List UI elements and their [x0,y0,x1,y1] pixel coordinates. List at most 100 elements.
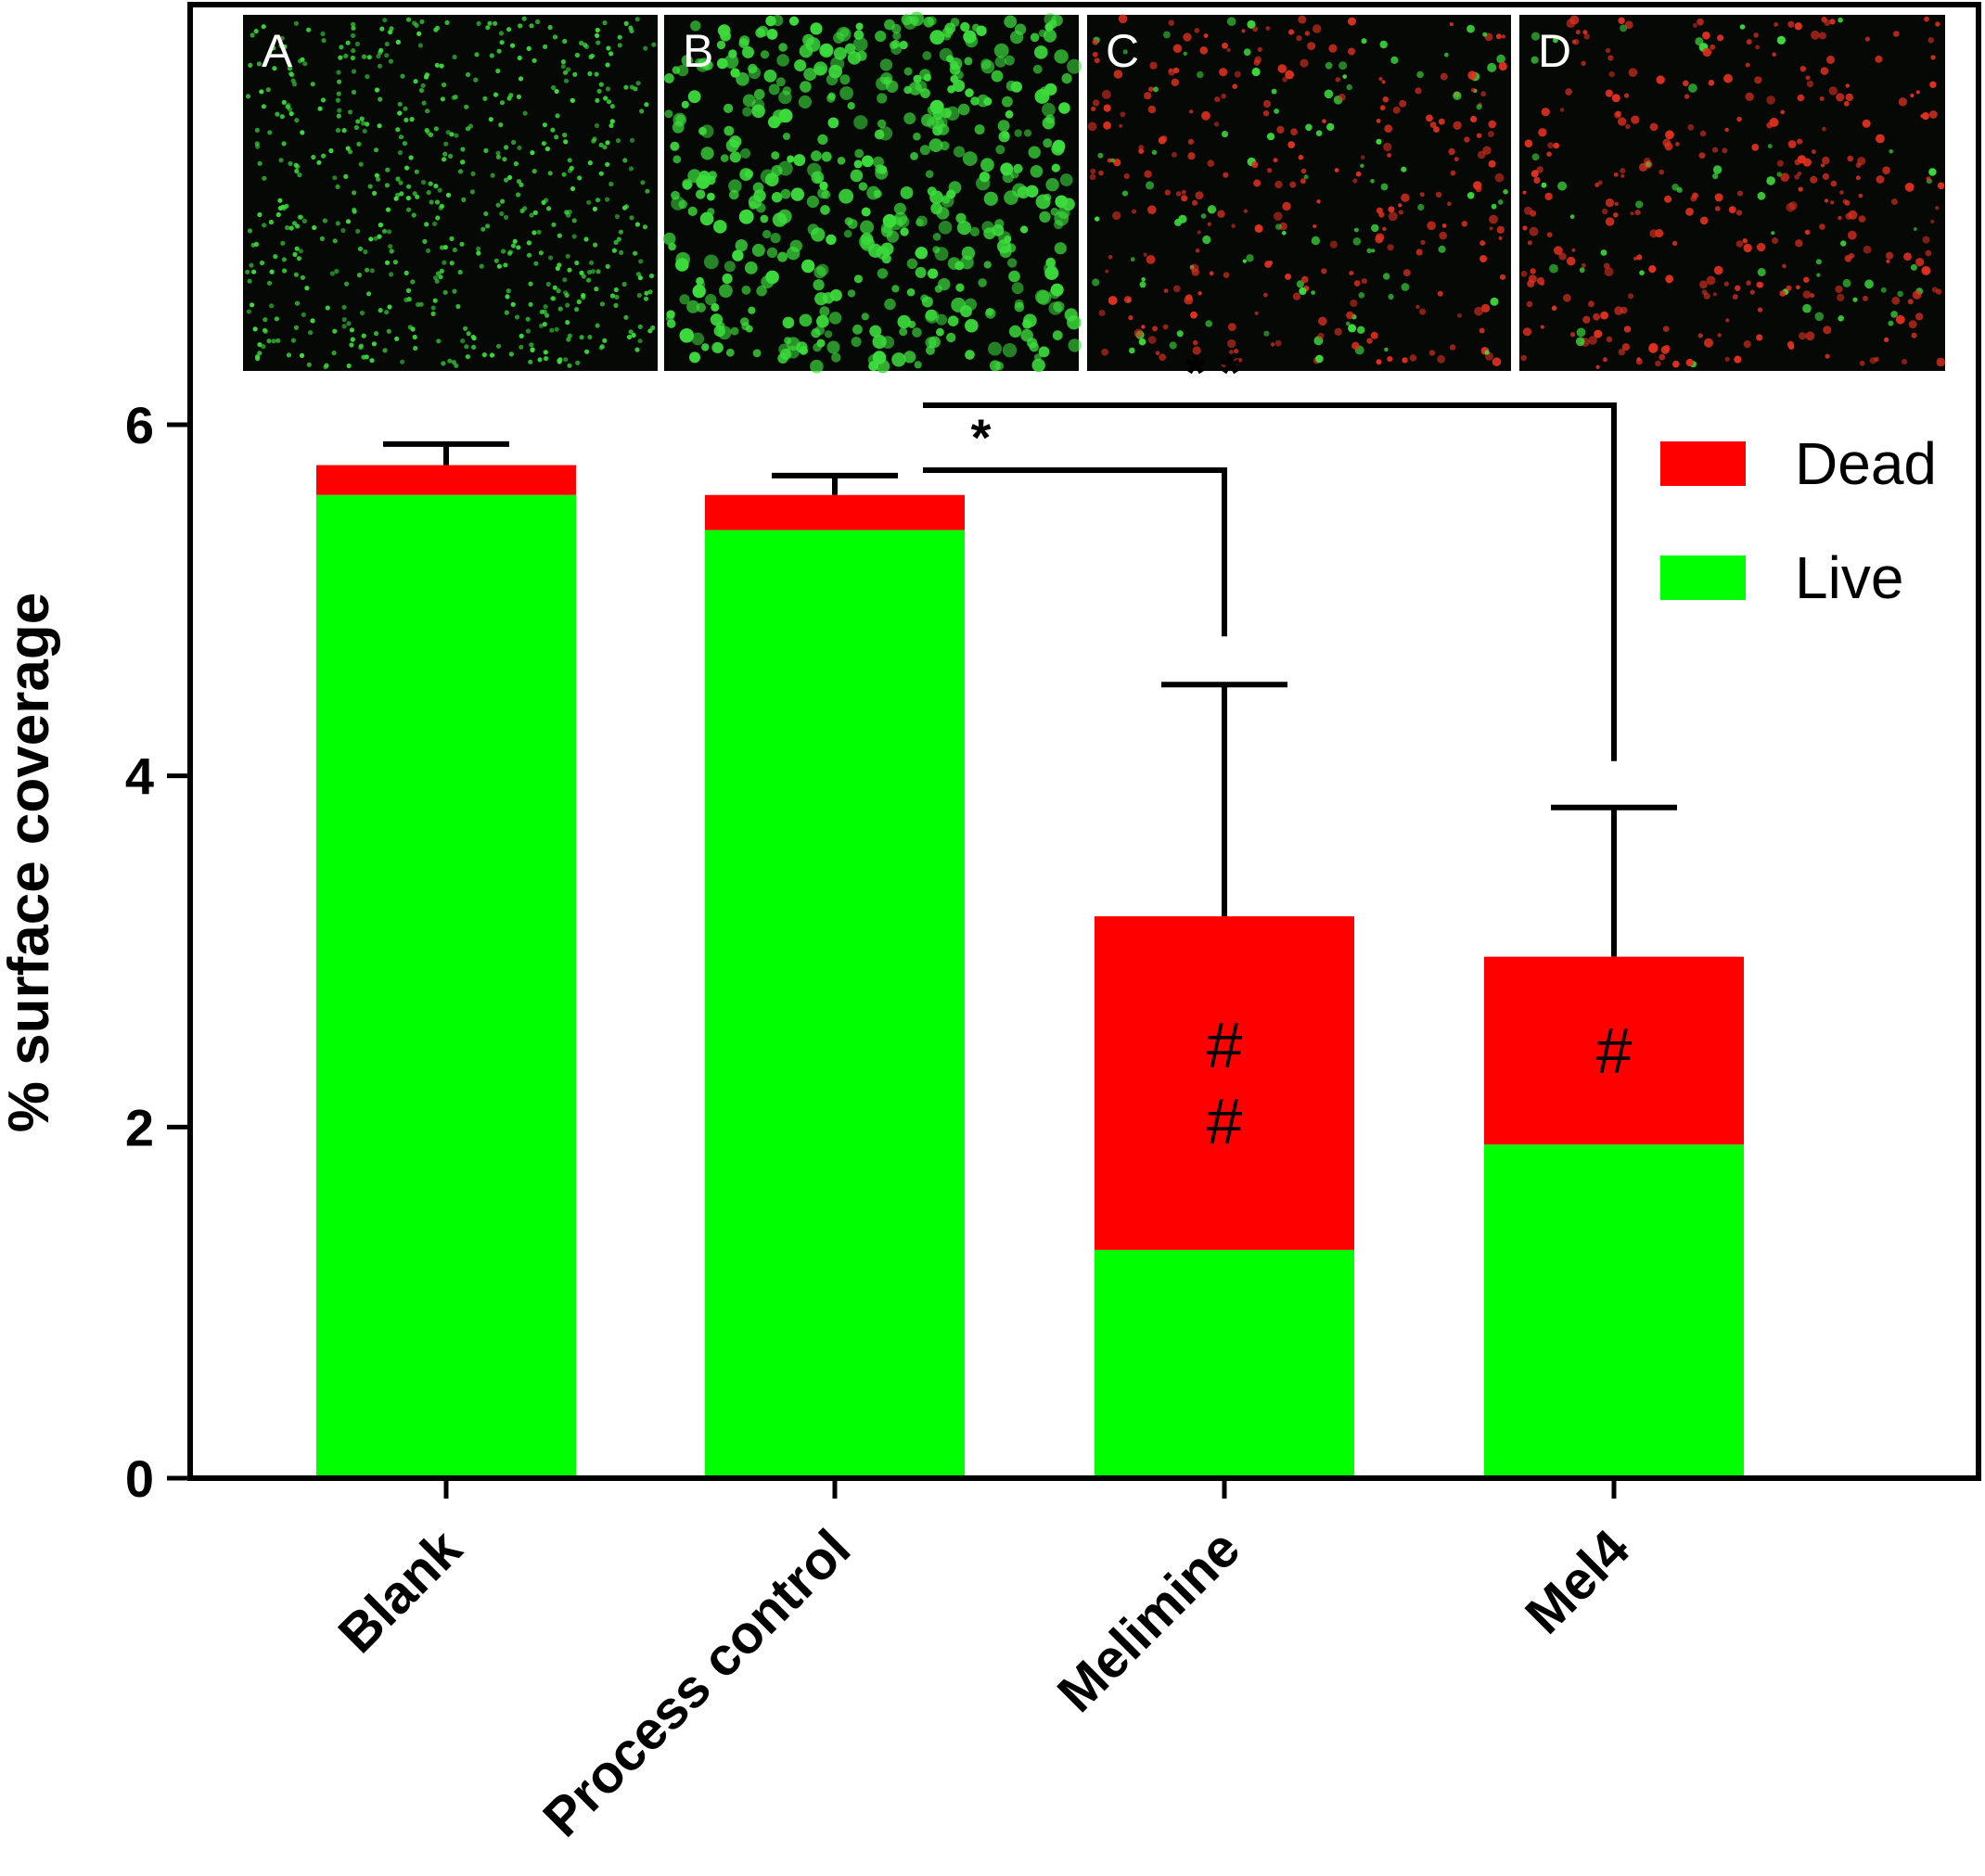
dead-cell-dot [1595,364,1600,369]
live-cell-dot [1864,279,1874,289]
live-cell-dot [306,362,312,367]
live-cell-dot [403,297,409,302]
live-cell-dot [977,94,990,108]
live-cell-dot [1530,56,1539,64]
live-cell-dot [927,16,937,26]
dead-cell-dot [1734,355,1742,364]
live-cell-dot [1031,358,1045,373]
dead-cell-dot [1147,105,1157,114]
live-cell-dot [810,359,824,374]
live-cell-dot [594,71,599,77]
live-cell-dot [925,309,940,324]
live-cell-dot [421,179,427,185]
significance-bracket [923,467,1227,637]
live-cell-dot [426,190,431,196]
dead-cell-dot [1221,361,1228,367]
live-cell-dot [388,244,393,249]
dead-cell-dot [1435,191,1442,198]
live-cell-dot [398,180,403,185]
live-cell-dot [365,74,370,80]
live-cell-dot [563,357,569,363]
live-cell-dot [588,54,594,59]
live-cell-dot [1002,343,1018,358]
dead-cell-dot [1313,224,1317,228]
dead-cell-dot [1843,100,1850,107]
live-cell-dot [1712,172,1719,180]
live-cell-dot [596,269,601,274]
live-cell-dot [346,321,352,326]
live-cell-dot [1005,109,1014,119]
dead-cell-dot [1092,39,1098,45]
live-cell-dot [581,274,586,279]
live-cell-dot [961,246,976,261]
live-cell-dot [435,271,442,276]
live-cell-dot [1482,32,1488,37]
live-cell-dot [504,145,509,150]
live-cell-dot [1034,289,1050,304]
dead-cell-dot [1658,169,1665,175]
live-cell-dot [828,64,842,79]
live-cell-dot [395,39,401,45]
live-cell-dot [777,251,788,262]
live-cell-dot [906,287,916,297]
live-cell-dot [1635,200,1644,209]
dead-cell-dot [1213,121,1220,127]
live-cell-dot [281,141,287,147]
live-cell-dot [752,182,764,194]
dead-cell-dot [1558,252,1567,261]
live-cell-dot [850,169,864,183]
live-cell-dot [379,26,385,32]
dead-cell-dot [1937,182,1945,190]
live-cell-dot [341,317,347,323]
live-cell-dot [1205,320,1212,327]
dead-cell-dot [1495,33,1502,40]
live-cell-dot [1044,262,1057,275]
live-cell-dot [1852,297,1858,302]
live-cell-dot [1676,186,1683,193]
live-cell-dot [1549,263,1558,274]
dead-cell-dot [1388,206,1395,213]
panel-label: D [1538,25,1571,77]
live-cell-dot [444,19,450,25]
live-cell-dot [803,68,817,82]
live-cell-dot [1354,227,1359,233]
dead-cell-dot [1772,237,1778,244]
live-cell-dot [1058,102,1070,114]
live-cell-dot [554,326,559,332]
live-cell-dot [1221,131,1229,138]
live-cell-dot [1054,242,1067,255]
live-cell-dot [296,256,301,262]
live-cell-dot [708,171,717,181]
live-cell-dot [405,287,412,293]
live-cell-dot [418,87,425,94]
live-cell-dot [707,192,715,201]
panel-label: C [1106,25,1139,77]
live-cell-dot [386,328,391,334]
live-cell-dot [763,70,777,83]
live-cell-dot [1553,37,1558,44]
live-cell-dot [777,160,793,176]
live-cell-dot [269,269,275,274]
dead-cell-dot [1553,142,1560,149]
live-cell-dot [424,222,429,227]
live-cell-dot [1243,48,1251,57]
dead-cell-dot [1271,342,1275,347]
live-cell-dot [1013,163,1023,173]
live-cell-dot [346,363,352,369]
dead-cell-dot [1360,155,1365,160]
live-cell-dot [935,313,948,325]
live-cell-dot [337,108,342,113]
dead-cell-dot [1229,350,1234,354]
live-cell-dot [760,214,769,223]
live-cell-dot [602,338,608,343]
live-cell-dot [438,274,443,280]
live-cell-dot [319,236,325,241]
dead-cell-dot [1207,160,1215,167]
dead-cell-dot [1366,338,1373,344]
live-cell-dot [742,45,754,58]
live-cell-dot [1271,88,1277,95]
dead-cell-dot [1538,128,1547,137]
live-cell-dot [770,233,781,244]
live-cell-dot [690,20,701,32]
live-cell-dot [324,363,329,368]
